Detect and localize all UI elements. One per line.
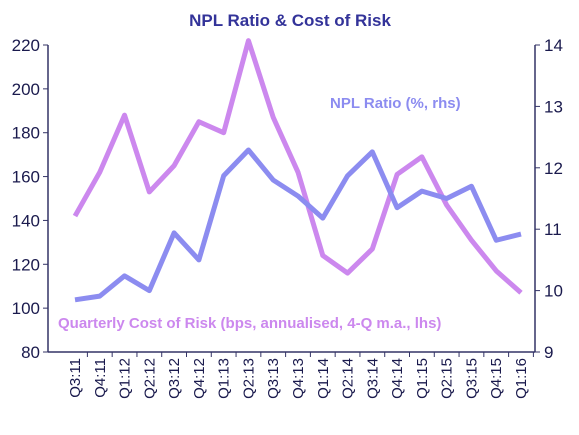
x-tick-label: Q4:15 (488, 358, 505, 399)
x-tick-label: Q3:14 (364, 358, 381, 399)
x-tick-label: Q2:13 (240, 358, 257, 399)
y-tick-label: 100 (12, 299, 40, 318)
y2-tick-label: 10 (544, 282, 563, 301)
x-tick-label: Q1:13 (216, 358, 233, 399)
y-tick-label: 120 (12, 255, 40, 274)
x-tick-label: Q3:12 (166, 358, 183, 399)
y-tick-label: 160 (12, 168, 40, 187)
chart-title: NPL Ratio & Cost of Risk (189, 11, 391, 30)
x-tick-label: Q4:12 (191, 358, 208, 399)
series-line (72, 38, 523, 295)
y2-tick-label: 14 (544, 36, 563, 55)
x-tick-label: Q4:14 (389, 358, 406, 399)
series-label: Quarterly Cost of Risk (bps, annualised,… (58, 315, 441, 332)
y2-tick-label: 12 (544, 159, 563, 178)
x-tick-label: Q1:15 (414, 358, 431, 399)
x-tick-label: Q3:11 (67, 358, 84, 398)
y-tick-label: 80 (21, 343, 40, 362)
y2-tick-label: 9 (544, 343, 553, 362)
y-tick-label: 220 (12, 36, 40, 55)
x-tick-label: Q3:15 (463, 358, 480, 399)
y-tick-label: 180 (12, 124, 40, 143)
x-tick-label: Q4:13 (290, 358, 307, 399)
y2-tick-label: 13 (544, 97, 563, 116)
x-tick-label: Q2:14 (340, 358, 357, 399)
x-tick-label: Q2:12 (141, 358, 158, 399)
series-line (74, 147, 522, 303)
y-tick-label: 200 (12, 80, 40, 99)
y2-tick-label: 11 (544, 220, 562, 239)
y-tick-label: 140 (12, 211, 40, 230)
x-tick-label: Q2:15 (439, 358, 456, 399)
x-tick-label: Q1:12 (117, 358, 134, 399)
x-tick-label: Q3:13 (265, 358, 282, 399)
series-label: NPL Ratio (%, rhs) (330, 95, 461, 112)
x-tick-label: Q1:14 (315, 358, 332, 399)
x-tick-label: Q4:11 (92, 358, 109, 398)
x-tick-label: Q1:16 (513, 358, 530, 399)
